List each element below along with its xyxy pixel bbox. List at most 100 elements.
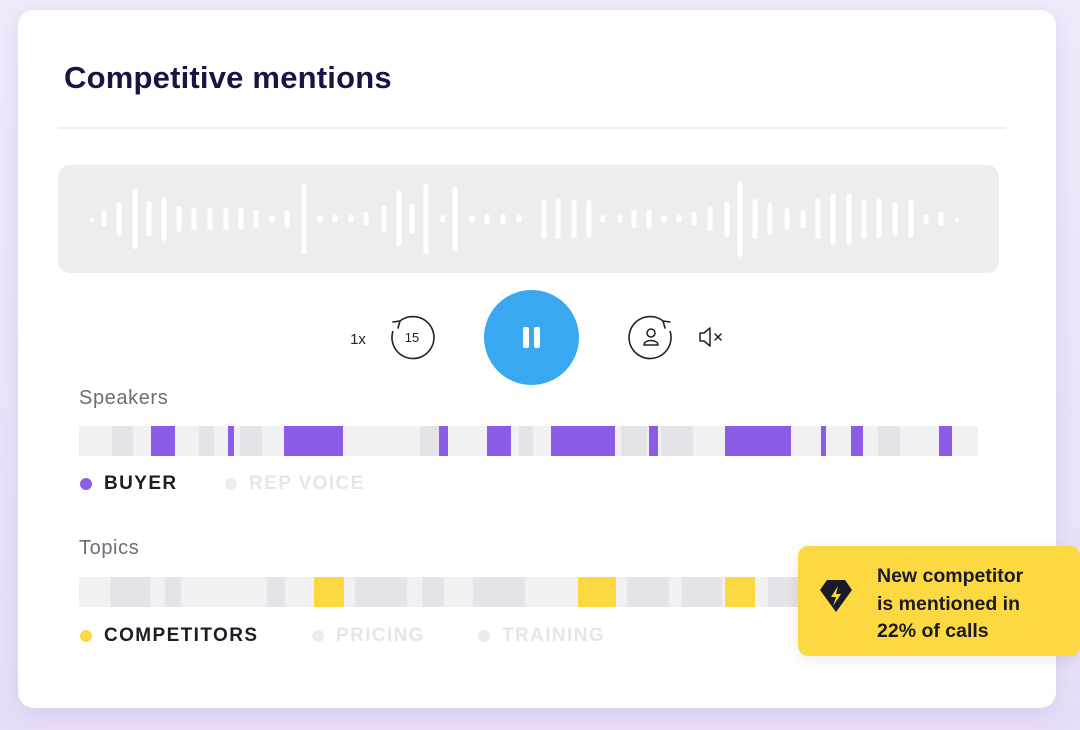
topic-other-segment: [473, 577, 525, 607]
waveform-bar: [676, 215, 682, 223]
waveform-bar: [284, 210, 290, 228]
waveform-graphic: [89, 181, 960, 257]
waveform-bar: [541, 199, 547, 239]
speaker-rep-segment: [240, 426, 262, 456]
waveform-bar: [116, 202, 122, 236]
speaker-muted-icon: [699, 327, 722, 347]
waveform-bar: [484, 214, 490, 224]
topic-competitor-segment: [314, 577, 344, 607]
waveform-bar: [348, 215, 354, 223]
callout-line-1: New competitor: [877, 565, 1024, 587]
topic-other-segment: [682, 577, 722, 607]
speaker-buyer-segment: [551, 426, 615, 456]
waveform-bar: [767, 203, 773, 235]
waveform-bar: [892, 202, 898, 236]
waveform-bar: [724, 201, 730, 237]
callout-text: New competitor is mentioned in 22% of ca…: [877, 563, 1067, 646]
speaker-rep-segment: [621, 426, 647, 456]
waveform-bar: [691, 212, 697, 226]
speaker-buyer-segment: [228, 426, 234, 456]
legend-competitors[interactable]: COMPETITORS: [80, 625, 258, 647]
legend-pricing[interactable]: PRICING: [312, 625, 425, 647]
legend-training[interactable]: TRAINING: [478, 625, 605, 647]
waveform-bar: [830, 193, 836, 245]
callout-line-2: is mentioned in: [877, 592, 1021, 615]
topic-other-segment: [768, 577, 800, 607]
mute-button[interactable]: [694, 322, 730, 352]
speaker-rep-segment: [420, 426, 440, 456]
skip-to-speaker-button[interactable]: [626, 312, 676, 362]
pause-icon-bar: [534, 327, 540, 348]
speaker-rep-segment: [199, 426, 214, 456]
waveform-bar: [253, 210, 259, 228]
competitors-dot: [80, 630, 92, 642]
waveform-bar: [954, 218, 960, 222]
waveform-bar: [381, 206, 387, 232]
waveform-bar: [784, 208, 790, 230]
topics-label: Topics: [79, 537, 140, 559]
waveform-bar: [752, 199, 758, 239]
topic-other-segment: [627, 577, 669, 607]
speaker-buyer-segment: [487, 426, 511, 456]
rewind-15-icon: 15: [391, 315, 435, 360]
waveform-bar: [238, 208, 244, 230]
waveform-bar: [132, 189, 138, 249]
waveform-bar: [89, 218, 95, 222]
title-divider: [58, 127, 1006, 129]
waveform-bar: [571, 200, 577, 238]
waveform-bar: [661, 215, 667, 223]
waveform-bar: [423, 184, 429, 254]
waveform-bar: [646, 209, 652, 229]
rep-voice-dot: [225, 478, 237, 490]
topic-competitor-segment: [578, 577, 616, 607]
waveform-bar: [317, 215, 323, 223]
speaker-buyer-segment: [939, 426, 952, 456]
waveform-bar: [101, 211, 107, 227]
waveform-bar: [938, 212, 944, 226]
waveform-bar: [332, 215, 338, 223]
buyer-dot: [80, 478, 92, 490]
waveform-bar: [500, 214, 506, 224]
waveform-bar: [876, 199, 882, 239]
legend-rep-voice[interactable]: REP VOICE: [225, 473, 365, 495]
waveform-bar: [861, 199, 867, 239]
playback-speed-button[interactable]: 1x: [341, 326, 375, 352]
waveform-bar: [440, 215, 446, 223]
waveform-bar: [516, 215, 522, 223]
skip-back-seconds: 15: [405, 330, 419, 345]
waveform-bar: [176, 206, 182, 232]
topic-other-segment: [165, 577, 181, 607]
audio-waveform[interactable]: [58, 165, 999, 273]
callout-line-3: 22% of calls: [877, 620, 989, 642]
waveform-bar: [269, 215, 275, 223]
waveform-bar: [301, 184, 307, 254]
waveform-bar: [815, 199, 821, 239]
card-title: Competitive mentions: [64, 60, 392, 95]
topic-other-segment: [355, 577, 407, 607]
pricing-dot: [312, 630, 324, 642]
waveform-bar: [409, 204, 415, 234]
pause-button[interactable]: [484, 290, 579, 385]
waveform-bar: [146, 201, 152, 237]
topic-other-segment: [267, 577, 285, 607]
speaker-buyer-segment: [851, 426, 863, 456]
legend-buyer[interactable]: BUYER: [80, 473, 178, 495]
waveform-bar: [555, 199, 561, 239]
legend-buyer-label: BUYER: [104, 473, 178, 494]
speaker-rep-segment: [661, 426, 693, 456]
waveform-bar: [396, 191, 402, 247]
waveform-bar: [923, 214, 929, 224]
speaker-rep-segment: [112, 426, 133, 456]
waveform-bar: [469, 215, 475, 223]
waveform-bar: [207, 208, 213, 230]
skip-back-15-button[interactable]: 15: [387, 312, 437, 362]
skip-forward-speaker-icon: [628, 315, 672, 360]
waveform-bar: [617, 215, 623, 223]
waveform-bar: [737, 181, 743, 257]
speaker-rep-segment: [878, 426, 900, 456]
speaker-buyer-segment: [649, 426, 658, 456]
waveform-bar: [363, 212, 369, 226]
speaker-rep-segment: [519, 426, 533, 456]
speakers-timeline[interactable]: [79, 426, 978, 456]
waveform-bar: [191, 208, 197, 230]
